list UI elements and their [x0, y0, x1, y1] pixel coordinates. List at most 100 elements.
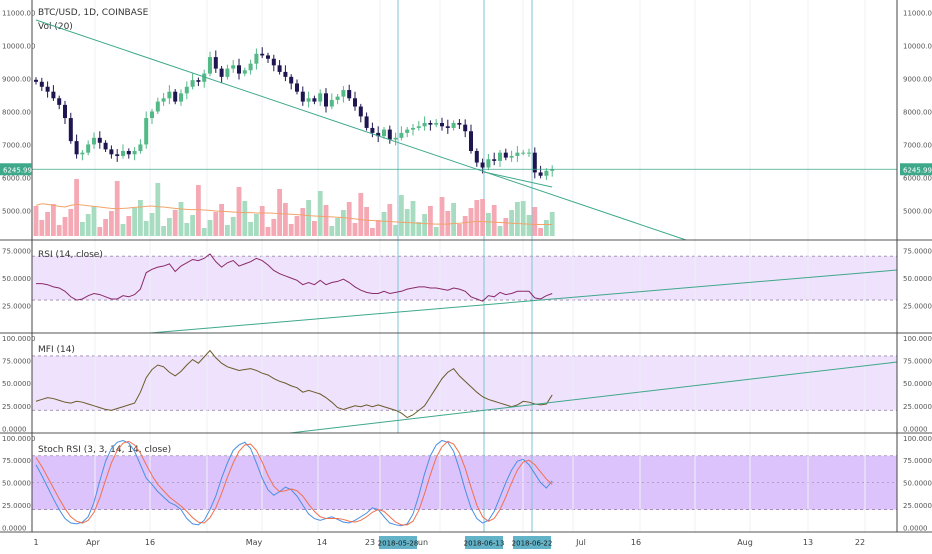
y-tick-label-right: 75.0000 — [903, 457, 932, 465]
volume-bar — [201, 228, 207, 236]
last-price-tag-right-bg — [900, 163, 932, 176]
y-tick-label-right: 100.0000 — [903, 435, 932, 443]
y-tick-label-right: 9000.00 — [903, 76, 932, 84]
volume-bar — [184, 223, 190, 236]
candle-body — [306, 98, 311, 102]
candle-body — [457, 123, 462, 125]
candle-body — [300, 91, 305, 102]
volume-bar — [74, 179, 79, 236]
y-tick-label-right: 0.0000 — [903, 425, 928, 433]
candle-body — [109, 149, 114, 155]
y-tick-label-right: 100.0000 — [903, 335, 932, 343]
y-tick-label-right: 6000.00 — [903, 174, 932, 182]
volume-bar — [196, 185, 201, 236]
rsi-pane-title: RSI (14, close) — [38, 250, 103, 260]
candle-body — [474, 151, 479, 163]
volume-bar — [155, 183, 161, 236]
candle-body — [225, 68, 230, 77]
candle-body — [440, 123, 444, 127]
volume-bar — [230, 217, 236, 236]
candle-body — [173, 91, 178, 102]
candle-body — [445, 126, 450, 128]
candle-body — [248, 63, 253, 71]
candle-body — [434, 123, 439, 125]
volume-bar — [143, 221, 149, 236]
volume-bar — [97, 227, 103, 236]
last-price-tag-right: 6245.99 — [903, 166, 932, 174]
volume-bar — [346, 202, 352, 236]
candle-body — [74, 141, 79, 155]
y-tick-label-right: 50.0000 — [903, 275, 932, 283]
x-tick-label: un — [418, 538, 428, 547]
volume-bar — [515, 202, 520, 236]
y-tick-label-left: 8000.00 — [2, 108, 31, 116]
volume-bar — [526, 215, 532, 236]
volume-bar — [335, 218, 340, 236]
y-tick-label-right: 25.0000 — [903, 303, 932, 311]
y-tick-label-right: 0.0000 — [903, 525, 928, 533]
candle-body — [428, 123, 433, 125]
y-tick-label-left: 9000.00 — [2, 76, 31, 84]
y-tick-label-right: 7000.00 — [903, 141, 932, 149]
candle-body — [132, 151, 137, 155]
y-tick-label-left: 75.0000 — [2, 457, 31, 465]
candle-body — [544, 170, 549, 176]
candle-body — [422, 123, 427, 127]
candle-body — [202, 73, 207, 82]
candle-body — [358, 106, 363, 117]
price-trendline-short — [483, 171, 553, 188]
main-chart-title: BTC/USD, 1D, COINBASE — [38, 8, 149, 18]
volume-bar — [462, 216, 468, 236]
y-tick-label-left: 25.0000 — [2, 303, 31, 311]
candle-body — [260, 53, 265, 56]
candle-body — [213, 57, 218, 69]
y-tick-label-right: 11000.00 — [903, 10, 932, 18]
indicator-band — [32, 355, 897, 411]
candle-body — [451, 123, 456, 128]
volume-bar — [323, 205, 329, 236]
volume-bar — [549, 212, 555, 236]
candle-body — [532, 152, 537, 173]
volume-bar — [433, 227, 439, 236]
candle-body — [57, 98, 62, 105]
volume-bar — [172, 210, 178, 236]
mfi-trendline — [289, 361, 898, 434]
y-tick-label-right: 50.0000 — [903, 380, 932, 388]
volume-bar — [317, 191, 323, 236]
volume-bar — [283, 203, 288, 236]
y-tick-label-left: 25.0000 — [2, 502, 31, 510]
volume-bar — [190, 215, 195, 236]
candle-body — [503, 152, 508, 158]
y-tick-label-left: 11000.00 — [2, 10, 35, 18]
y-tick-label-right: 75.0000 — [903, 248, 932, 256]
volume-bar — [68, 209, 74, 236]
volume-bar — [126, 216, 132, 236]
volume-bar — [277, 189, 282, 236]
x-tick-label: 22 — [855, 538, 865, 547]
candle-body — [370, 127, 375, 133]
y-tick-label-left: 100.0000 — [2, 435, 35, 443]
candle-body — [92, 137, 96, 145]
y-tick-label-left: 50.0000 — [2, 380, 31, 388]
volume-bar — [62, 217, 68, 236]
volume-bar — [358, 193, 364, 236]
date-tag-bg — [465, 536, 503, 549]
x-tick-label: 16 — [631, 538, 641, 547]
candle-body — [271, 58, 276, 66]
volume-bar — [265, 227, 271, 236]
candle-body — [277, 65, 282, 72]
candle-body — [295, 83, 299, 92]
candle-body — [376, 132, 381, 137]
mfi-line — [35, 349, 553, 419]
x-tick-label: 16 — [145, 538, 155, 547]
volume-bar — [312, 221, 317, 236]
candle-body — [161, 98, 166, 102]
y-tick-label-left: 5000.00 — [2, 207, 31, 215]
candle-body — [86, 144, 91, 153]
volume-bar — [439, 197, 445, 236]
rsi-trendline — [149, 269, 898, 334]
volume-bar — [364, 207, 369, 236]
last-price-tag-left-bg — [0, 163, 32, 176]
